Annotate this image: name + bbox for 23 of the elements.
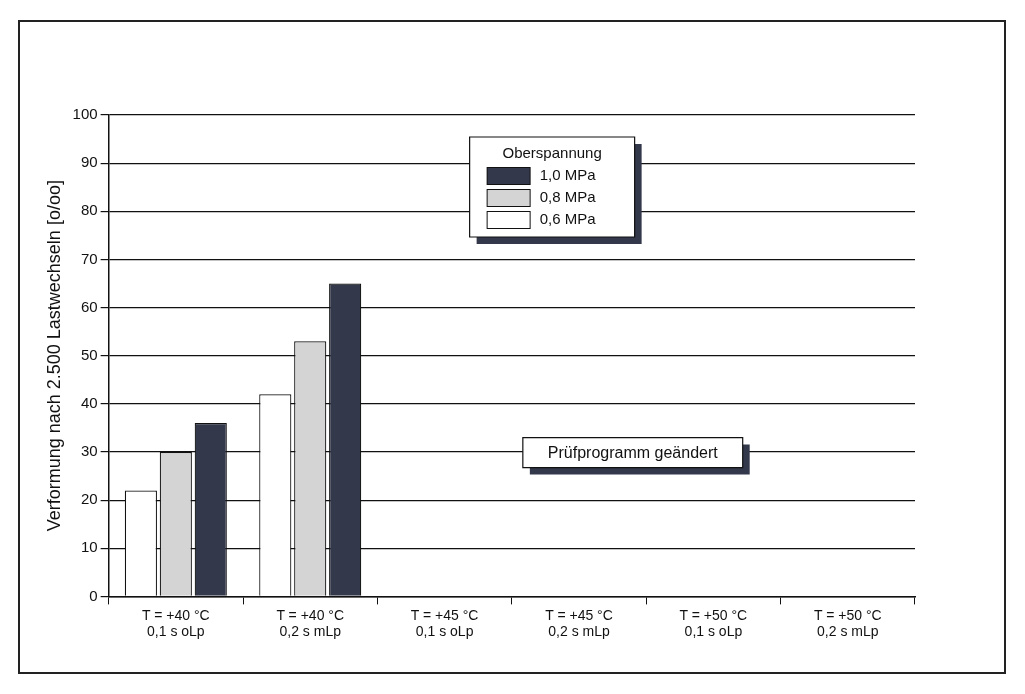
x-tick-label: T = +45 °C 0,2 s mLp [545,606,613,640]
y-tick-label: 10 [80,538,98,556]
y-tick-label: 50 [80,345,98,363]
x-tick-label: T = +40 °C 0,2 s mLp [276,606,345,640]
y-tick-label: 30 [80,442,98,460]
x-tick-label: T = +50 °C 0,2 s mLp [814,606,882,640]
annotation: Prüfprogramm geändert [547,443,719,461]
x-tick-label: T = +45 °C 0,1 s oLp [410,606,479,640]
y-tick-label: 0 [89,586,98,604]
legend-label: 0,6 MPa [539,210,597,228]
x-tick-label: T = +50 °C 0,1 s oLp [679,606,748,640]
x-tick-label: T = +40 °C 0,1 s oLp [142,606,210,640]
y-tick-label: 100 [72,105,98,123]
y-tick-label: 20 [80,490,98,508]
y-tick-label: 90 [80,153,98,171]
y-tick-label: 80 [80,201,98,219]
legend-title: Oberspannung [502,144,602,162]
legend-label: 0,8 MPa [539,188,597,206]
y-axis-title: Verformung nach 2.500 Lastwechseln [o/oo] [43,180,64,532]
y-tick-label: 60 [80,297,98,315]
legend-label: 1,0 MPa [539,166,597,184]
y-tick-label: 40 [80,393,98,411]
y-tick-label: 70 [80,249,98,267]
